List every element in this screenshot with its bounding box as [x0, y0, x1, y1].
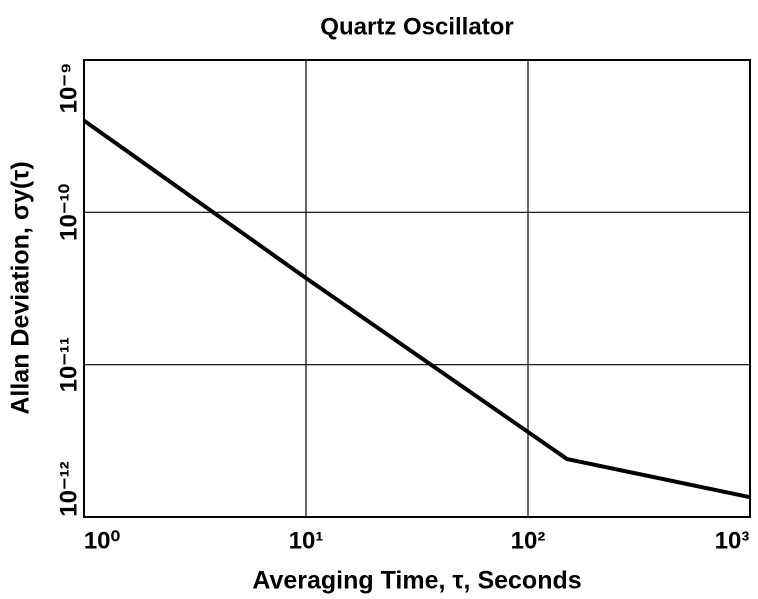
x-tick-label: 10¹ [289, 527, 324, 554]
y-tick-label: 10⁻⁹ [55, 63, 82, 114]
x-tick-label: 10² [511, 527, 546, 554]
x-tick-label: 10⁰ [84, 527, 121, 554]
chart-title: Quartz Oscillator [320, 13, 513, 40]
x-axis-label: Averaging Time, τ, Seconds [252, 567, 581, 595]
y-tick-label: 10⁻¹¹ [55, 337, 82, 392]
x-tick-label: 10³ [715, 527, 750, 554]
y-tick-label: 10⁻¹² [55, 461, 82, 516]
plot-frame [83, 59, 751, 518]
y-axis-label: Allan Deviation, σy(τ) [7, 161, 35, 414]
y-tick-label: 10⁻¹⁰ [55, 183, 82, 240]
data-line [82, 118, 751, 500]
